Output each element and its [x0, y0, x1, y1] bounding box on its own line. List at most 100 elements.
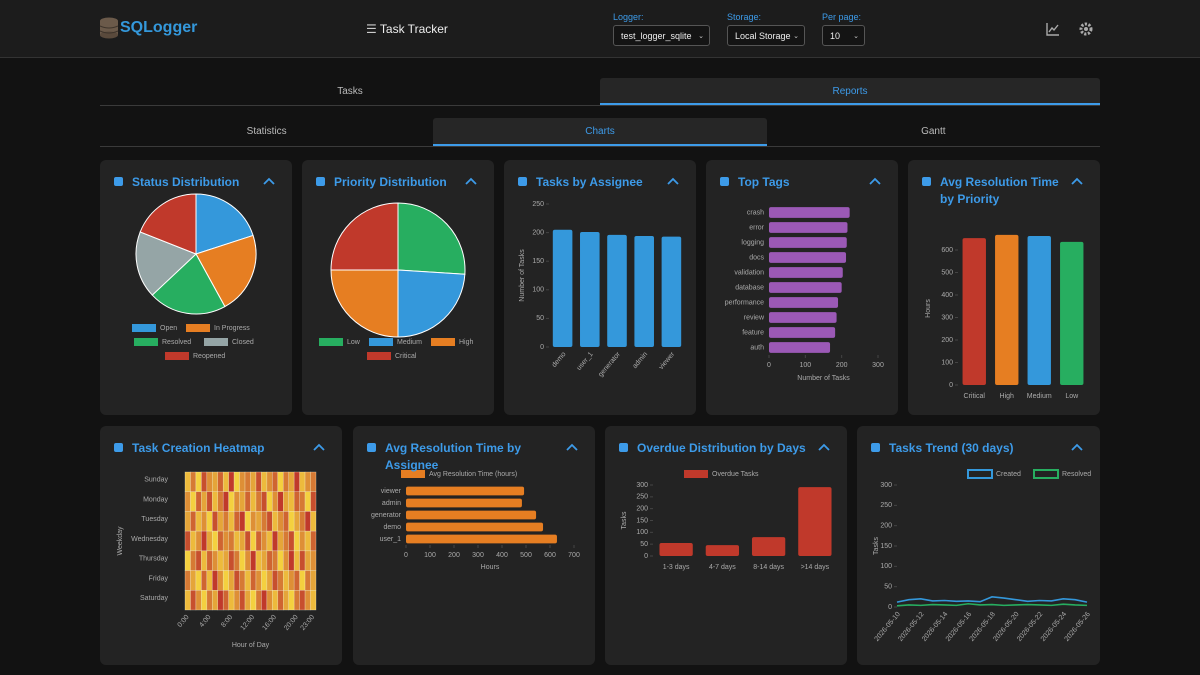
heat-cell [239, 590, 246, 611]
pie-slice [195, 234, 257, 308]
heat-cell [310, 491, 317, 512]
heat-cell [222, 471, 229, 492]
heat-cell [310, 471, 317, 492]
settings-icon[interactable] [1078, 21, 1094, 37]
heat-cell [255, 590, 262, 611]
x-tick-label: demo [551, 351, 568, 369]
heat-cell [250, 511, 257, 532]
tab-label: Statistics [246, 126, 287, 137]
heat-cell [206, 511, 213, 532]
pie-slice [330, 269, 399, 338]
card-title: Tasks by Assignee [536, 175, 643, 189]
bar [552, 229, 573, 347]
legend-swatch [367, 352, 391, 360]
y-tick-label: 0 [644, 553, 648, 560]
heat-cell [283, 590, 289, 611]
legend-label: Avg Resolution Time (hours) [429, 471, 517, 478]
x-tick-label: 200 [448, 552, 460, 559]
select[interactable]: Local Storage ⌄ [727, 25, 805, 46]
legend-label: Critical [395, 353, 417, 360]
chart-card: Top Tags 0 100 200 300 crash error logging docs v… [706, 160, 898, 415]
select[interactable]: test_logger_sqlite ⌄ [613, 25, 710, 46]
tab[interactable]: Tasks [100, 78, 600, 105]
bar [406, 510, 537, 520]
heat-cell [244, 590, 251, 611]
heat-cell [201, 511, 208, 532]
bar [769, 342, 831, 353]
y-tick-label: 300 [880, 482, 892, 489]
heat-cell [283, 530, 289, 552]
bar [1060, 241, 1084, 385]
chart-icon[interactable] [1045, 21, 1061, 37]
card-title: Status Distribution [132, 175, 240, 189]
chart-card: Avg Resolution Time by Priority 0 100 200 30… [908, 160, 1100, 415]
x-tick-label: 300 [872, 362, 884, 369]
y-tick-label: logging [741, 239, 764, 246]
heat-cell [184, 550, 191, 571]
y-tick-label: 200 [880, 523, 892, 530]
heat-cell [201, 550, 208, 571]
heat-cell [277, 590, 284, 611]
heat-cell [266, 530, 273, 552]
heat-cell [277, 471, 284, 492]
collapse-chevron [566, 443, 578, 451]
logo-icon [99, 17, 119, 39]
y-axis-label: Weekday [117, 526, 124, 556]
heat-cell [255, 530, 262, 552]
card-title: Tasks Trend (30 days) [889, 441, 1014, 455]
logo[interactable]: SQLogger [120, 19, 198, 36]
y-tick-label: 150 [532, 258, 544, 265]
y-tick-label: 0 [888, 604, 892, 611]
tab[interactable]: Statistics [100, 118, 433, 146]
heat-cell [293, 550, 300, 571]
heat-cell [206, 570, 213, 591]
heat-cell [288, 590, 295, 611]
x-tick-label: 23:00 [300, 614, 317, 632]
heat-cell [217, 530, 224, 552]
legend-swatch [684, 470, 708, 478]
heat-cell [190, 530, 197, 552]
page-title: ☰ Task Tracker [366, 22, 448, 36]
collapse-chevron [313, 443, 325, 451]
tab-label: Gantt [921, 126, 946, 137]
legend-swatch [134, 338, 158, 346]
heat-cell [206, 590, 213, 611]
tab[interactable]: Charts [433, 118, 767, 146]
legend-label: Reopened [193, 353, 225, 360]
heat-cell [277, 570, 284, 591]
x-tick-label: 1-3 days [663, 564, 690, 571]
y-tick-label: 200 [636, 506, 648, 513]
select[interactable]: 10 ⌄ [822, 25, 865, 46]
heat-cell [190, 511, 197, 532]
heat-cell [283, 511, 289, 532]
heat-cell [217, 590, 224, 611]
bar [995, 234, 1019, 385]
tab[interactable]: Reports [600, 78, 1100, 105]
heat-cell [293, 590, 300, 611]
heat-cell [304, 590, 311, 611]
bar [769, 222, 848, 233]
heat-cell [266, 590, 273, 611]
heat-cell [304, 491, 311, 512]
heat-cell [304, 511, 311, 532]
heat-cell [239, 550, 246, 571]
y-tick-label: database [735, 284, 764, 291]
bar [769, 312, 837, 323]
collapse-chevron [818, 443, 830, 451]
pie-slice [139, 193, 197, 255]
x-tick-label: 100 [799, 362, 811, 369]
row-label: Thursday [139, 556, 169, 563]
heat-cell [217, 550, 224, 571]
legend-swatch [1033, 469, 1059, 479]
heat-cell [233, 491, 240, 512]
chart-card: Task Creation Heatmap Sunday Monday Tuesday… [100, 426, 342, 665]
heat-cell [250, 471, 257, 492]
heat-cell [195, 491, 202, 512]
y-tick-label: feature [742, 329, 764, 336]
x-axis-label: Hours [481, 564, 500, 571]
tab[interactable]: Gantt [767, 118, 1100, 146]
tab-rule [100, 105, 1100, 106]
chart: 0 50 100 150 200 250 300 1-3 days 4-7 days 8-14 d… [619, 443, 832, 571]
heat-cell [228, 570, 235, 591]
legend-swatch [165, 352, 189, 360]
